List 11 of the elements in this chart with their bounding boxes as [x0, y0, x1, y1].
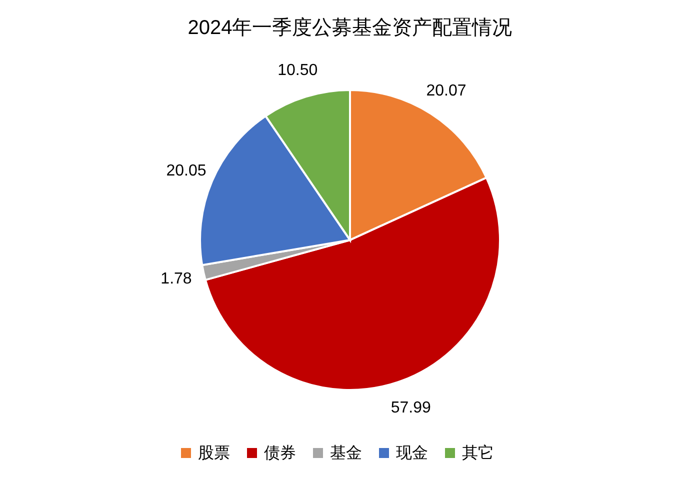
legend-label: 股票	[198, 445, 230, 462]
legend-label: 现金	[396, 445, 428, 462]
legend-label: 债券	[264, 444, 296, 462]
legend-label: 其它	[462, 444, 494, 462]
chart-title: 2024年一季度公募基金资产配置情况	[188, 17, 512, 39]
data-label: 20.05	[166, 162, 206, 180]
data-label: 10.50	[278, 62, 318, 79]
legend-label: 基金	[330, 444, 362, 462]
data-label: 57.99	[390, 399, 431, 416]
data-label: 20.07	[426, 82, 466, 100]
data-label: 1.78	[160, 270, 192, 288]
